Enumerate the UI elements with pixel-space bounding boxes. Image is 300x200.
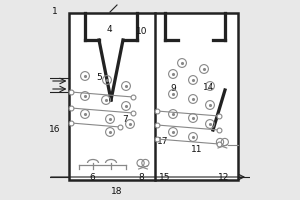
Text: 1: 1 (52, 7, 58, 17)
Text: 15: 15 (159, 172, 171, 182)
Bar (69, 13, 238, 180)
Text: 7: 7 (122, 116, 128, 124)
Text: 16: 16 (50, 126, 61, 134)
Text: 6: 6 (89, 172, 95, 182)
Text: 12: 12 (218, 172, 230, 182)
Text: 14: 14 (203, 83, 215, 92)
Text: 8: 8 (138, 172, 144, 182)
Text: 17: 17 (157, 138, 169, 146)
Text: 4: 4 (106, 24, 112, 33)
Text: 11: 11 (191, 144, 203, 154)
Text: 9: 9 (170, 84, 176, 93)
Text: 18: 18 (111, 188, 123, 196)
Text: 10: 10 (136, 26, 148, 36)
Text: 5: 5 (96, 72, 102, 82)
